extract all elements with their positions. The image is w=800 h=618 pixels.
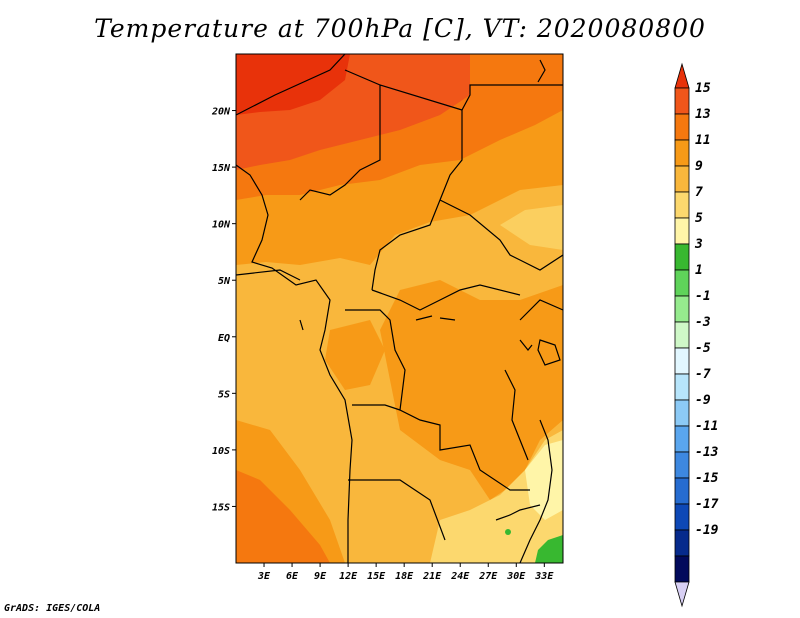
lat-tick-label: 15S bbox=[212, 502, 230, 513]
lon-tick-label: 12E bbox=[339, 571, 358, 582]
colorbar-swatch bbox=[674, 113, 690, 141]
colorbar-swatch bbox=[674, 555, 690, 583]
colorbar-swatch bbox=[674, 347, 690, 375]
field-9-11-central bbox=[380, 280, 563, 500]
colorbar-swatch bbox=[674, 165, 690, 193]
colorbar-bottom-arrow bbox=[674, 581, 690, 608]
colorbar-swatch bbox=[674, 217, 690, 245]
colorbar-swatch bbox=[674, 399, 690, 427]
colorbar-swatch bbox=[674, 373, 690, 401]
colorbar-label: -7 bbox=[695, 367, 711, 382]
field-3-5 bbox=[525, 440, 563, 520]
lon-tick-label: 21E bbox=[422, 571, 442, 582]
colorbar-label: 1 bbox=[695, 263, 703, 278]
colorbar-swatch bbox=[674, 321, 690, 349]
chart-title: Temperature at 700hPa [C], VT: 202008080… bbox=[94, 14, 706, 43]
field-5-7 bbox=[430, 430, 563, 563]
colorbar-label: 15 bbox=[695, 81, 711, 96]
colorbar-swatch bbox=[674, 295, 690, 323]
colorbar-swatch bbox=[674, 451, 690, 479]
lat-tick-label: 20N bbox=[211, 107, 231, 118]
lat-tick-label: EQ bbox=[218, 333, 230, 344]
colorbar-label: -11 bbox=[695, 419, 718, 434]
map-frame bbox=[235, 53, 564, 564]
colorbar-label: -15 bbox=[695, 471, 719, 486]
field-1-3 bbox=[535, 535, 563, 563]
colorbar-swatch bbox=[674, 191, 690, 219]
colorbar-label: 3 bbox=[694, 237, 703, 252]
colorbar-swatch bbox=[674, 477, 690, 505]
field-11-13-southwest bbox=[236, 470, 330, 563]
field-1-3-spot bbox=[505, 529, 511, 535]
colorbar-label: 11 bbox=[695, 133, 711, 148]
temperature-field bbox=[236, 54, 563, 563]
colorbar-swatch bbox=[674, 425, 690, 453]
colorbar-label: -1 bbox=[695, 289, 711, 304]
colorbar-top-arrow bbox=[674, 62, 690, 89]
colorbar-label: -9 bbox=[695, 393, 711, 408]
colorbar-label: -5 bbox=[695, 341, 711, 356]
colorbar-label: 13 bbox=[695, 107, 711, 122]
lon-axis: 3E 6E 9E 12E 15E 18E 21E 24E 27E 30E 33E bbox=[257, 563, 554, 582]
colorbar-label: 7 bbox=[695, 185, 703, 200]
lon-tick-label: 3E bbox=[257, 571, 271, 582]
colorbar-swatch bbox=[674, 139, 690, 167]
field-9-11-west bbox=[325, 320, 385, 390]
lon-tick-label: 30E bbox=[506, 571, 526, 582]
coastlines-borders bbox=[236, 54, 563, 563]
lon-tick-label: 27E bbox=[478, 571, 498, 582]
lon-tick-label: 33E bbox=[534, 571, 554, 582]
colorbar-swatch bbox=[674, 87, 690, 115]
lon-tick-label: 6E bbox=[286, 571, 299, 582]
colorbar-label: -19 bbox=[695, 523, 719, 538]
colorbar-swatch bbox=[674, 243, 690, 271]
colorbar-label: -17 bbox=[695, 497, 719, 512]
lat-tick-label: 15N bbox=[212, 163, 231, 174]
colorbar-label: -13 bbox=[695, 445, 719, 460]
colorbar-label: 9 bbox=[695, 159, 703, 174]
field-5-7-east bbox=[500, 205, 563, 250]
lat-tick-label: 10S bbox=[212, 446, 230, 457]
colorbar-label: -3 bbox=[695, 315, 711, 330]
lat-axis: 20N 15N 10N 5N EQ 5S 10S 15S bbox=[211, 107, 236, 513]
lon-tick-label: 18E bbox=[395, 571, 414, 582]
grads-credit: GrADS: IGES/COLA bbox=[4, 603, 101, 614]
lon-tick-label: 9E bbox=[314, 571, 327, 582]
colorbar-label: 5 bbox=[695, 211, 703, 226]
colorbar-swatch bbox=[674, 269, 690, 297]
lon-tick-label: 15E bbox=[367, 571, 386, 582]
lat-tick-label: 10N bbox=[212, 220, 231, 231]
lon-tick-label: 24E bbox=[450, 571, 470, 582]
colorbar-swatch bbox=[674, 529, 690, 557]
lat-tick-label: 5N bbox=[218, 276, 231, 287]
colorbar: 15 13 11 9 7 5 3 1 -1 -3 -5 -7 -9 -11 -13 -15 -17 -19 bbox=[674, 62, 719, 608]
lat-tick-label: 5S bbox=[218, 389, 230, 400]
colorbar-swatch bbox=[674, 503, 690, 531]
